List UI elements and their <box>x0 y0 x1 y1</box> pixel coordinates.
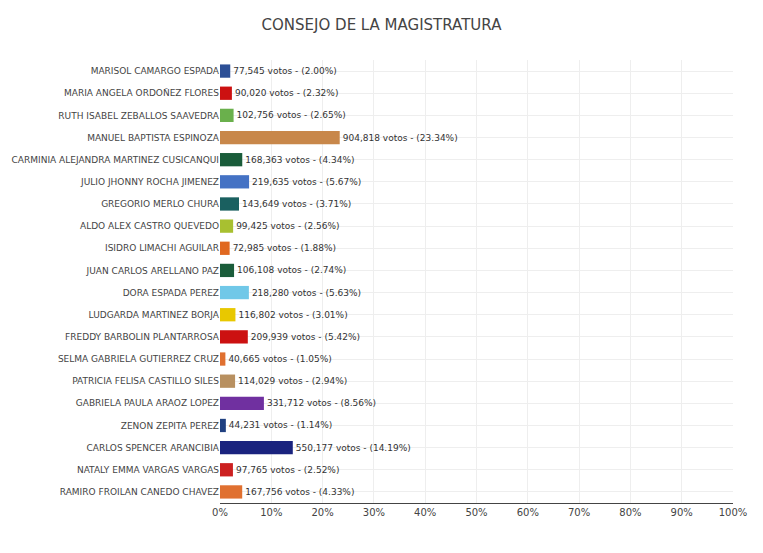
svg-text:50%: 50% <box>465 507 487 518</box>
svg-text:10%: 10% <box>260 507 282 518</box>
svg-text:209,939 votos - (5.42%): 209,939 votos - (5.42%) <box>251 332 360 342</box>
svg-text:ALDO ALEX CASTRO QUEVEDO: ALDO ALEX CASTRO QUEVEDO <box>80 221 219 231</box>
svg-text:MANUEL BAPTISTA ESPINOZA: MANUEL BAPTISTA ESPINOZA <box>87 133 220 143</box>
svg-text:ZENON ZEPITA PEREZ: ZENON ZEPITA PEREZ <box>121 421 219 431</box>
svg-text:SELMA GABRIELA GUTIERREZ CRUZ: SELMA GABRIELA GUTIERREZ CRUZ <box>58 354 219 364</box>
svg-text:30%: 30% <box>363 507 385 518</box>
svg-text:GABRIELA PAULA ARAOZ LOPEZ: GABRIELA PAULA ARAOZ LOPEZ <box>76 398 219 408</box>
svg-text:DORA ESPADA PEREZ: DORA ESPADA PEREZ <box>123 288 219 298</box>
svg-text:40%: 40% <box>414 507 436 518</box>
svg-text:70%: 70% <box>568 507 590 518</box>
svg-text:97,765 votos - (2.52%): 97,765 votos - (2.52%) <box>236 465 340 475</box>
svg-text:106,108 votos - (2.74%): 106,108 votos - (2.74%) <box>237 265 346 275</box>
svg-text:219,635 votos - (5.67%): 219,635 votos - (5.67%) <box>252 177 361 187</box>
svg-text:GREGORIO MERLO CHURA: GREGORIO MERLO CHURA <box>101 199 220 209</box>
svg-text:102,756 votos - (2.65%): 102,756 votos - (2.65%) <box>237 110 346 120</box>
svg-text:143,649 votos - (3.71%): 143,649 votos - (3.71%) <box>242 199 351 209</box>
svg-text:MARISOL CAMARGO ESPADA: MARISOL CAMARGO ESPADA <box>91 66 220 76</box>
svg-text:44,231 votos - (1.14%): 44,231 votos - (1.14%) <box>229 420 333 430</box>
svg-text:FREDDY BARBOLIN PLANTARROSA: FREDDY BARBOLIN PLANTARROSA <box>65 332 220 342</box>
svg-text:RUTH ISABEL ZEBALLOS SAAVEDRA: RUTH ISABEL ZEBALLOS SAAVEDRA <box>58 111 219 121</box>
svg-text:RAMIRO FROILAN CANEDO CHAVEZ: RAMIRO FROILAN CANEDO CHAVEZ <box>60 487 219 497</box>
svg-text:72,985 votos - (1.88%): 72,985 votos - (1.88%) <box>233 243 337 253</box>
svg-text:77,545 votos - (2.00%): 77,545 votos - (2.00%) <box>233 66 337 76</box>
svg-text:40,665 votos - (1.05%): 40,665 votos - (1.05%) <box>228 354 332 364</box>
svg-text:90,020 votos - (2.32%): 90,020 votos - (2.32%) <box>235 88 339 98</box>
svg-text:LUDGARDA MARTINEZ BORJA: LUDGARDA MARTINEZ BORJA <box>89 310 220 320</box>
svg-text:904,818 votos - (23.34%): 904,818 votos - (23.34%) <box>343 133 458 143</box>
svg-text:ISIDRO LIMACHI AGUILAR: ISIDRO LIMACHI AGUILAR <box>105 243 219 253</box>
svg-text:114,029 votos - (2.94%): 114,029 votos - (2.94%) <box>238 376 347 386</box>
svg-text:CONSEJO DE LA MAGISTRATURA: CONSEJO DE LA MAGISTRATURA <box>262 16 503 34</box>
svg-text:550,177 votos - (14.19%): 550,177 votos - (14.19%) <box>296 443 411 453</box>
svg-text:168,363 votos - (4.34%): 168,363 votos - (4.34%) <box>245 155 354 165</box>
svg-text:100%: 100% <box>719 507 748 518</box>
svg-text:PATRICIA FELISA CASTILLO SILES: PATRICIA FELISA CASTILLO SILES <box>72 376 219 386</box>
svg-text:0%: 0% <box>212 507 228 518</box>
svg-text:20%: 20% <box>311 507 333 518</box>
svg-text:JULIO JHONNY ROCHA JIMENEZ: JULIO JHONNY ROCHA JIMENEZ <box>80 177 219 187</box>
svg-text:60%: 60% <box>517 507 539 518</box>
svg-text:167,756 votos - (4.33%): 167,756 votos - (4.33%) <box>245 487 354 497</box>
svg-text:JUAN CARLOS ARELLANO PAZ: JUAN CARLOS ARELLANO PAZ <box>86 266 219 276</box>
svg-text:MARIA ANGELA ORDOÑEZ FLORES: MARIA ANGELA ORDOÑEZ FLORES <box>64 88 219 98</box>
svg-text:116,802 votos - (3.01%): 116,802 votos - (3.01%) <box>238 310 347 320</box>
svg-text:331,712 votos - (8.56%): 331,712 votos - (8.56%) <box>267 398 376 408</box>
svg-text:218,280 votos - (5.63%): 218,280 votos - (5.63%) <box>252 288 361 298</box>
svg-text:80%: 80% <box>619 507 641 518</box>
svg-text:NATALY EMMA VARGAS VARGAS: NATALY EMMA VARGAS VARGAS <box>77 465 219 475</box>
svg-text:CARLOS SPENCER ARANCIBIA: CARLOS SPENCER ARANCIBIA <box>86 443 219 453</box>
svg-text:90%: 90% <box>671 507 693 518</box>
svg-text:99,425 votos - (2.56%): 99,425 votos - (2.56%) <box>236 221 340 231</box>
svg-text:CARMINIA ALEJANDRA MARTINEZ CU: CARMINIA ALEJANDRA MARTINEZ CUSICANQUI <box>12 155 219 165</box>
